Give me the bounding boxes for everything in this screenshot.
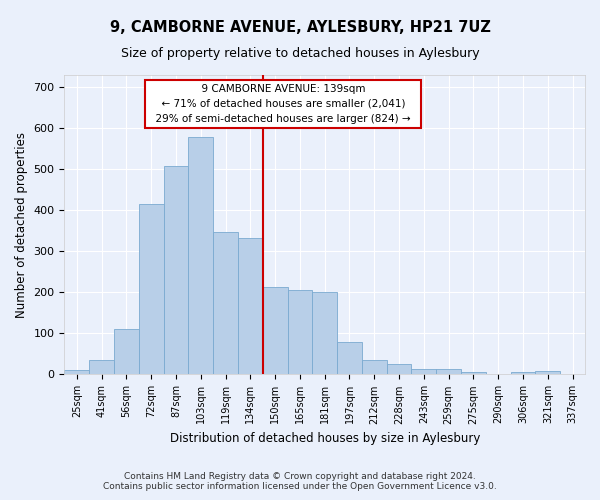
Bar [238,238,263,374]
Bar [436,369,461,374]
Bar [213,232,238,374]
Bar [114,328,139,374]
Bar [263,288,287,374]
Text: Size of property relative to detached houses in Aylesbury: Size of property relative to detached ho… [121,48,479,60]
Bar [313,292,337,374]
Bar [287,290,313,374]
Bar [535,371,560,374]
Bar [362,360,386,374]
Bar [337,342,362,374]
Bar [412,369,436,374]
Text: 9 CAMBORNE AVENUE: 139sqm  
  ← 71% of detached houses are smaller (2,041)  
  2: 9 CAMBORNE AVENUE: 139sqm ← 71% of detac… [149,84,417,124]
Text: Contains HM Land Registry data © Crown copyright and database right 2024.: Contains HM Land Registry data © Crown c… [124,472,476,481]
Text: Contains public sector information licensed under the Open Government Licence v3: Contains public sector information licen… [103,482,497,491]
Bar [164,166,188,374]
Bar [89,360,114,374]
Bar [461,372,486,374]
Bar [64,370,89,374]
Bar [139,204,164,374]
Bar [511,372,535,374]
X-axis label: Distribution of detached houses by size in Aylesbury: Distribution of detached houses by size … [170,432,480,445]
Text: 9, CAMBORNE AVENUE, AYLESBURY, HP21 7UZ: 9, CAMBORNE AVENUE, AYLESBURY, HP21 7UZ [110,20,490,35]
Bar [386,364,412,374]
Bar [188,136,213,374]
Y-axis label: Number of detached properties: Number of detached properties [15,132,28,318]
